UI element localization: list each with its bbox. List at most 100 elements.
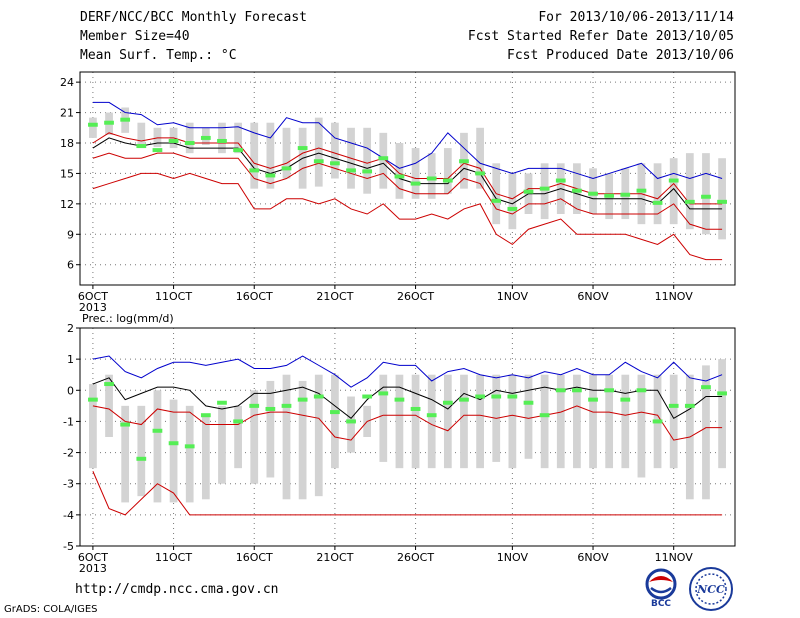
prec-box (201, 415, 210, 500)
prec-median-mark (152, 428, 163, 433)
prec-box (314, 374, 323, 497)
prec-box (105, 374, 113, 437)
temp-box (379, 132, 388, 189)
temp-box (702, 153, 710, 235)
prec-panel-title: Prec.: log(mm/d) (82, 312, 174, 325)
temp-median-mark (330, 161, 340, 166)
temp-median-mark (507, 206, 518, 211)
prec-box (476, 374, 484, 469)
temp-box (331, 122, 339, 179)
prec-xtick-label: 11NOV (655, 551, 694, 564)
prec-box (266, 380, 275, 478)
prec-box (250, 390, 259, 484)
prec-median-mark (636, 388, 647, 393)
source-url[interactable]: http://cmdp.ncc.cma.gov.cn (75, 582, 279, 597)
prec-xtick-label: 11OCT (155, 551, 192, 564)
prec-box (89, 384, 97, 469)
prec-median-mark (701, 385, 711, 390)
temp-median-mark (200, 135, 211, 140)
prec-box (153, 390, 162, 503)
temp-median-mark (152, 148, 163, 153)
temp-xtick-label: 11NOV (655, 290, 694, 303)
temp-median-mark (136, 144, 147, 149)
temp-xtick-label: 1NOV (497, 290, 529, 303)
prec-xtick-label: 26OCT (397, 551, 434, 564)
ncc-logo-text: NCC (696, 583, 725, 596)
prec-box (169, 399, 178, 503)
temp-ytick-label: 15 (60, 167, 74, 180)
prec-box (637, 374, 646, 478)
prec-median-mark (104, 382, 114, 387)
temp-median-mark (104, 120, 114, 125)
temp-mean-line (92, 137, 723, 210)
temp-box (508, 173, 517, 230)
prec-mean-line (92, 377, 723, 419)
prec-median-mark (184, 444, 195, 449)
prec-median-mark (459, 397, 469, 402)
prec-median-mark (88, 397, 98, 402)
prec-box (411, 374, 420, 469)
prec-median-mark (652, 419, 663, 424)
prec-ytick-label: 1 (67, 353, 74, 366)
prec-median-mark (394, 397, 405, 402)
temp-box (589, 168, 597, 214)
temp-median-mark (588, 191, 598, 196)
prec-median-mark (297, 397, 308, 402)
temp-box (234, 122, 242, 154)
prec-xtick-label: 1NOV (497, 551, 529, 564)
prec-median-mark (588, 397, 598, 402)
prec-box (718, 359, 726, 469)
prec-ytick-label: -4 (63, 509, 74, 522)
prec-box (508, 374, 517, 469)
temp-box (411, 148, 420, 199)
temp-median-mark (717, 199, 727, 204)
temp-median-mark (604, 193, 615, 198)
prec-xtick-label: 6NOV (577, 551, 609, 564)
temp-median-mark (184, 141, 195, 145)
prec-median-mark (442, 400, 453, 405)
temp-median-mark (168, 138, 179, 143)
temp-median-mark (362, 169, 373, 174)
prec-median-mark (668, 403, 679, 408)
temp-median-mark (459, 159, 469, 164)
prec-box (524, 374, 533, 459)
prec-median-mark (491, 394, 502, 399)
prec-ytick-label: -2 (63, 447, 74, 460)
prec-box (379, 374, 388, 462)
prec-box (605, 374, 614, 469)
refer-date: Fcst Started Refer Date 2013/10/05 (467, 29, 734, 44)
prec-median-mark (378, 391, 389, 396)
prec-median-mark (362, 394, 373, 399)
prec-frame (79, 327, 736, 547)
prec-ytick-label: -5 (63, 540, 74, 553)
temp-upper-line (92, 132, 723, 205)
prec-median-mark (249, 403, 260, 408)
temp-max-line (92, 101, 723, 180)
prec-box (298, 380, 307, 500)
temp-median-mark (491, 198, 502, 203)
temp-xtick-label: 26OCT (397, 290, 434, 303)
prec-median-mark (233, 419, 243, 424)
temp-median-mark (394, 174, 405, 179)
temp-box (89, 117, 97, 138)
temp-box (718, 158, 726, 240)
prec-median-mark (265, 406, 276, 411)
temp-median-mark (684, 199, 695, 204)
temp-min-line (92, 172, 723, 261)
temp-median-mark (539, 186, 550, 191)
prec-median-mark (572, 388, 582, 393)
temp-median-mark (297, 146, 308, 151)
prec-box (443, 374, 452, 469)
prec-lower-line (92, 405, 723, 441)
member-size-label: Member Size=40 (80, 29, 190, 44)
variable-label: Mean Surf. Temp.: °C (80, 48, 237, 63)
temp-median-mark (636, 188, 647, 193)
temp-xtick-label: 6NOV (577, 290, 609, 303)
prec-box (185, 405, 194, 503)
prec-ytick-label: -1 (63, 415, 74, 428)
prec-median-mark (475, 394, 485, 399)
temp-box (443, 148, 452, 194)
temp-ytick-label: 24 (60, 76, 74, 89)
prec-median-mark (200, 413, 211, 418)
produced-date: Fcst Produced Date 2013/10/06 (507, 48, 734, 63)
